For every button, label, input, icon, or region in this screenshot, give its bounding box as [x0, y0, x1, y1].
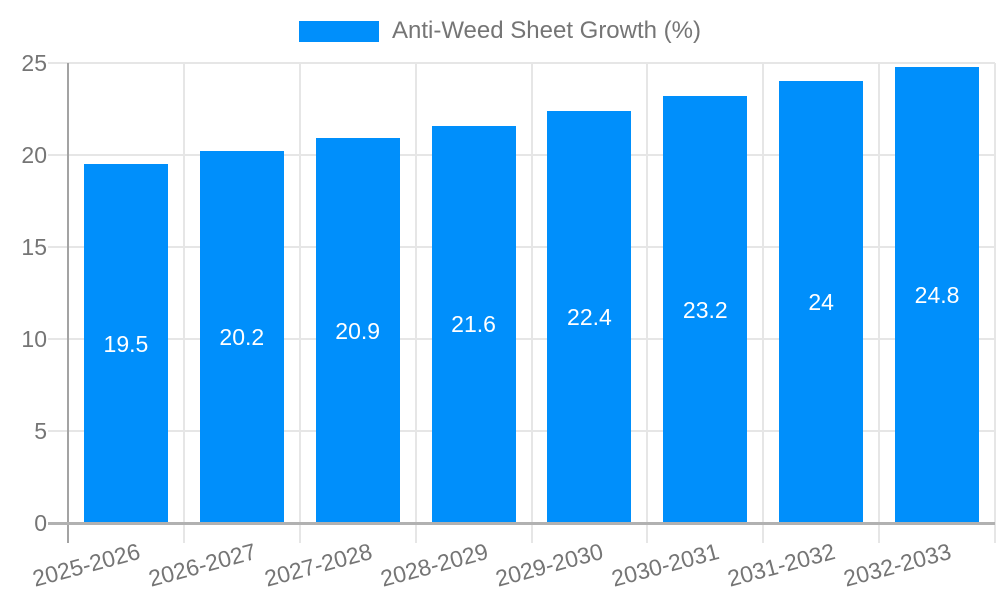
y-gridline — [48, 246, 995, 248]
y-gridline — [48, 430, 995, 432]
bar-2029-2030 — [547, 110, 632, 523]
x-gridline — [530, 63, 533, 543]
x-gridline — [646, 63, 649, 543]
bar-value-label: 20.9 — [335, 317, 381, 344]
y-axis-line — [67, 63, 69, 543]
y-axis-label: 15 — [21, 234, 47, 260]
x-axis-baseline — [48, 521, 995, 525]
y-axis-label: 0 — [34, 510, 47, 536]
bar-2026-2027 — [199, 151, 284, 523]
x-gridline — [762, 63, 765, 543]
bar-2025-2026 — [83, 164, 168, 523]
y-axis-label: 5 — [34, 418, 47, 444]
y-axis-label: 20 — [21, 142, 47, 168]
bar-value-label: 20.2 — [219, 324, 265, 351]
bar-2027-2028 — [315, 138, 400, 523]
bar-2028-2029 — [431, 125, 516, 523]
bar-2032-2033 — [895, 66, 980, 523]
y-gridline — [48, 154, 995, 156]
y-gridline — [48, 338, 995, 340]
bar-value-label: 23.2 — [682, 296, 728, 323]
y-axis-label: 25 — [21, 50, 47, 76]
bar-value-label: 21.6 — [451, 311, 496, 338]
x-gridline — [878, 63, 881, 543]
bar-value-label: 24 — [808, 289, 834, 316]
legend-swatch — [298, 20, 379, 42]
bar-2030-2031 — [663, 96, 748, 523]
x-gridline — [414, 63, 417, 543]
x-gridline — [298, 63, 301, 543]
legend: Anti-Weed Sheet Growth (%) — [0, 17, 1000, 45]
y-axis-label: 10 — [21, 326, 47, 352]
bar-value-label: 24.8 — [914, 281, 960, 308]
y-gridline — [48, 62, 995, 64]
legend-label: Anti-Weed Sheet Growth (%) — [391, 17, 701, 44]
bar-2031-2032 — [779, 81, 864, 523]
bar-value-label: 19.5 — [103, 330, 149, 357]
x-gridline — [994, 63, 996, 543]
bar-value-label: 22.4 — [567, 303, 612, 330]
x-gridline — [182, 63, 185, 543]
